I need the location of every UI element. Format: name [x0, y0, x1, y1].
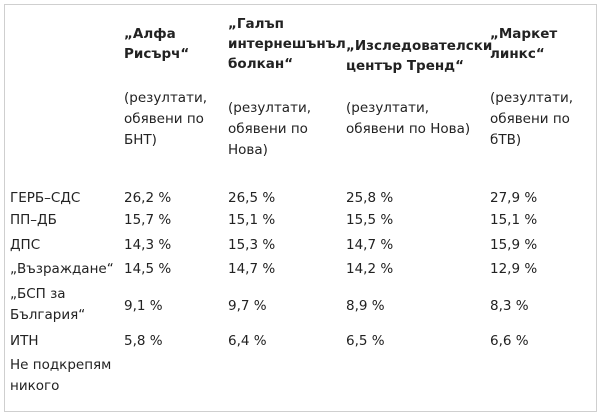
results-table-frame	[4, 4, 597, 412]
value-cell: 6,4 %	[228, 333, 267, 349]
value-cell: 8,9 %	[346, 298, 385, 314]
value-cell: 8,3 %	[490, 298, 529, 314]
row-label-itn: ИТН	[10, 333, 39, 349]
value-cell: 14,2 %	[346, 261, 394, 277]
row-label-vazrazhdane: „Възраждане“	[10, 261, 114, 277]
column-header-trend: „Изследователски център Тренд“	[346, 38, 493, 74]
value-cell: 6,5 %	[346, 333, 385, 349]
value-cell: 15,1 %	[228, 212, 276, 228]
row-label-dps: ДПС	[10, 237, 41, 253]
row-label-none: Не подкрепям никого	[10, 357, 112, 394]
value-cell: 15,7 %	[124, 212, 172, 228]
column-header-market-links: „Маркет линкс“	[490, 26, 558, 62]
value-cell: 5,8 %	[124, 333, 163, 349]
value-cell: 14,5 %	[124, 261, 172, 277]
column-note-trend: (резултати, обявени по Нова)	[346, 100, 471, 137]
value-cell: 15,1 %	[490, 212, 538, 228]
value-cell: 15,9 %	[490, 237, 538, 253]
value-cell: 14,7 %	[346, 237, 394, 253]
column-header-gallup: „Галъп интернешънъл болкан“	[228, 16, 346, 72]
value-cell: 9,7 %	[228, 298, 267, 314]
value-cell: 6,6 %	[490, 333, 529, 349]
value-cell: 14,3 %	[124, 237, 172, 253]
value-cell: 25,8 %	[346, 190, 394, 206]
column-note-alpha-research: (резултати, обявени по БНТ)	[124, 90, 208, 148]
value-cell: 14,7 %	[228, 261, 276, 277]
row-label-pp-db: ПП–ДБ	[10, 212, 57, 228]
value-cell: 26,2 %	[124, 190, 172, 206]
value-cell: 26,5 %	[228, 190, 276, 206]
value-cell: 15,5 %	[346, 212, 394, 228]
column-note-gallup: (резултати, обявени по Нова)	[228, 100, 312, 158]
row-label-bsp: „БСП за България“	[10, 286, 86, 323]
column-note-market-links: (резултати, обявени по бТВ)	[490, 90, 574, 148]
value-cell: 12,9 %	[490, 261, 538, 277]
column-header-alpha-research: „Алфа Рисърч“	[124, 26, 190, 62]
value-cell: 9,1 %	[124, 298, 163, 314]
row-label-gerb-sds: ГЕРБ–СДС	[10, 190, 81, 206]
value-cell: 27,9 %	[490, 190, 538, 206]
value-cell: 15,3 %	[228, 237, 276, 253]
